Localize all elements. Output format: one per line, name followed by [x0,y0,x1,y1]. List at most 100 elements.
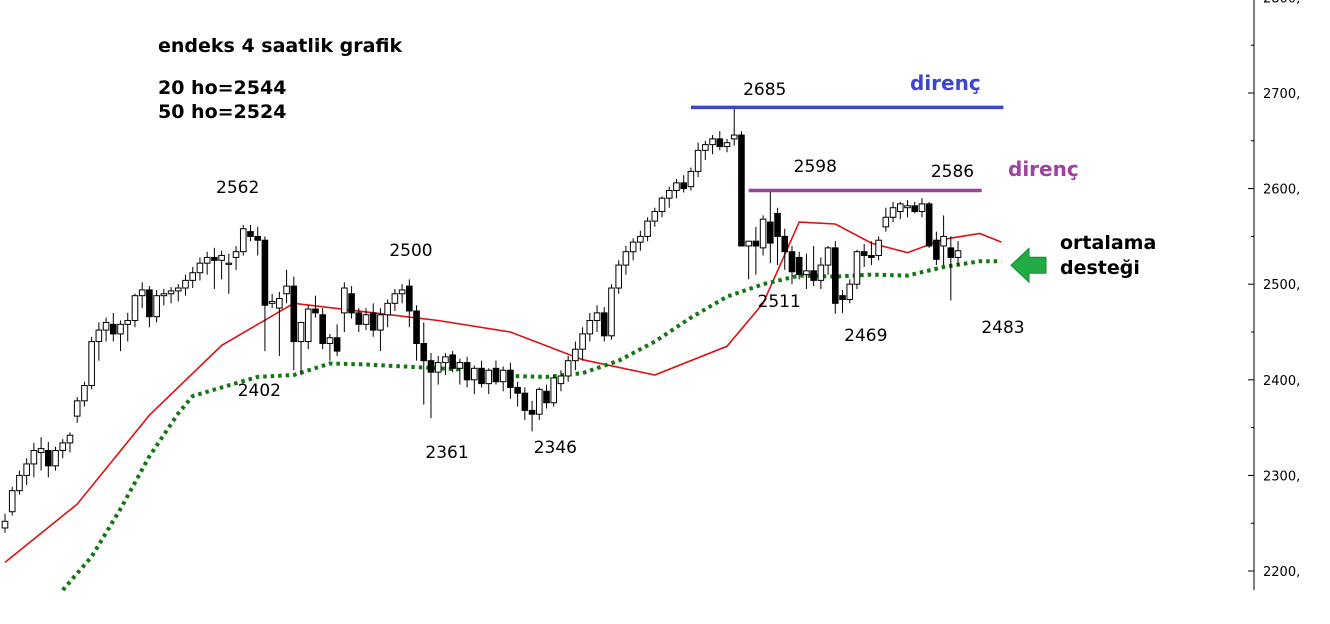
candle [362,308,370,331]
y-tick-label: 2500, [1263,278,1300,293]
candle [333,324,341,356]
candle [463,356,471,388]
candle-body [369,312,377,331]
candle [651,207,659,227]
candle [261,236,269,352]
candle [629,238,637,261]
resistance-label: direnç [1008,157,1079,181]
candle [824,245,832,275]
candle-body [745,240,752,247]
candle [427,353,435,419]
candle [564,355,572,382]
candle [355,308,363,332]
candle [680,175,687,193]
y-tick-label: 2400, [1263,374,1300,389]
candle-body [904,205,911,209]
candle [644,217,651,242]
candle [23,458,30,485]
candle-body [449,354,456,369]
candle [232,245,240,270]
candle [752,226,760,275]
candle-body [521,392,529,411]
candle [868,241,875,266]
candle-body [95,329,103,343]
candle-body [535,388,543,415]
moving-average-lines [4,221,1002,592]
candle-body [485,369,493,385]
candle [499,366,507,392]
candle [615,260,623,294]
candle-body [52,450,59,467]
candle-body [355,312,363,325]
candle-body [947,247,955,258]
candle-body [925,203,933,247]
candle [117,320,124,352]
candle [37,437,45,471]
candle-body [543,390,550,404]
candle [593,305,601,332]
candle [947,236,955,301]
candle [153,289,160,323]
price-level-label: 2483 [981,318,1024,338]
candle [73,397,81,423]
y-axis: 2200, 2300, 2400, 2500, 2600, 2700, 2800, [1248,0,1300,590]
candle-body [37,448,45,453]
candle-body [564,360,572,377]
candle [211,247,218,289]
candle [709,135,716,155]
candle-body [875,239,882,257]
candle-body [73,400,81,417]
candle-body [846,283,854,300]
price-level-label: 2685 [743,80,786,100]
candle-body [189,272,197,281]
candle [398,284,406,304]
candle [268,293,276,309]
candle-body [463,362,471,381]
candle [16,470,23,495]
candle-body [174,287,182,292]
candle [81,381,88,407]
candle [860,244,868,267]
candle [933,231,940,266]
candle [95,322,103,361]
candle [507,362,514,399]
candle-body [203,256,211,264]
candle-body [304,308,312,343]
candle-body [478,367,485,385]
candle [622,245,630,275]
candle [572,341,579,371]
candle-body [102,321,110,331]
candle-body [716,138,724,148]
candle [911,201,919,214]
candles [1,107,962,533]
candle [665,186,673,208]
candle [88,336,95,390]
candle-body [8,490,16,513]
candle [716,131,724,151]
candle-body [709,138,716,146]
candle-body [247,231,254,237]
candle [846,279,854,304]
candle [774,207,781,266]
candle [406,279,413,328]
candle-body [348,293,355,314]
candle [767,190,774,264]
candle-body [694,149,702,172]
candle-body [832,247,839,304]
candle [341,282,348,332]
price-level-label: 2500 [389,241,432,261]
candle [59,439,67,459]
candle-body [377,314,384,331]
candle [875,236,882,261]
candle-body [651,211,659,222]
price-level-label: 2361 [425,443,468,463]
candle-body [319,314,326,344]
candle [45,441,52,478]
candle-body [702,144,709,151]
candle-body [644,220,651,237]
candle-body [406,285,413,312]
candle [384,299,391,328]
candle-body [911,205,919,213]
candle [434,355,442,385]
